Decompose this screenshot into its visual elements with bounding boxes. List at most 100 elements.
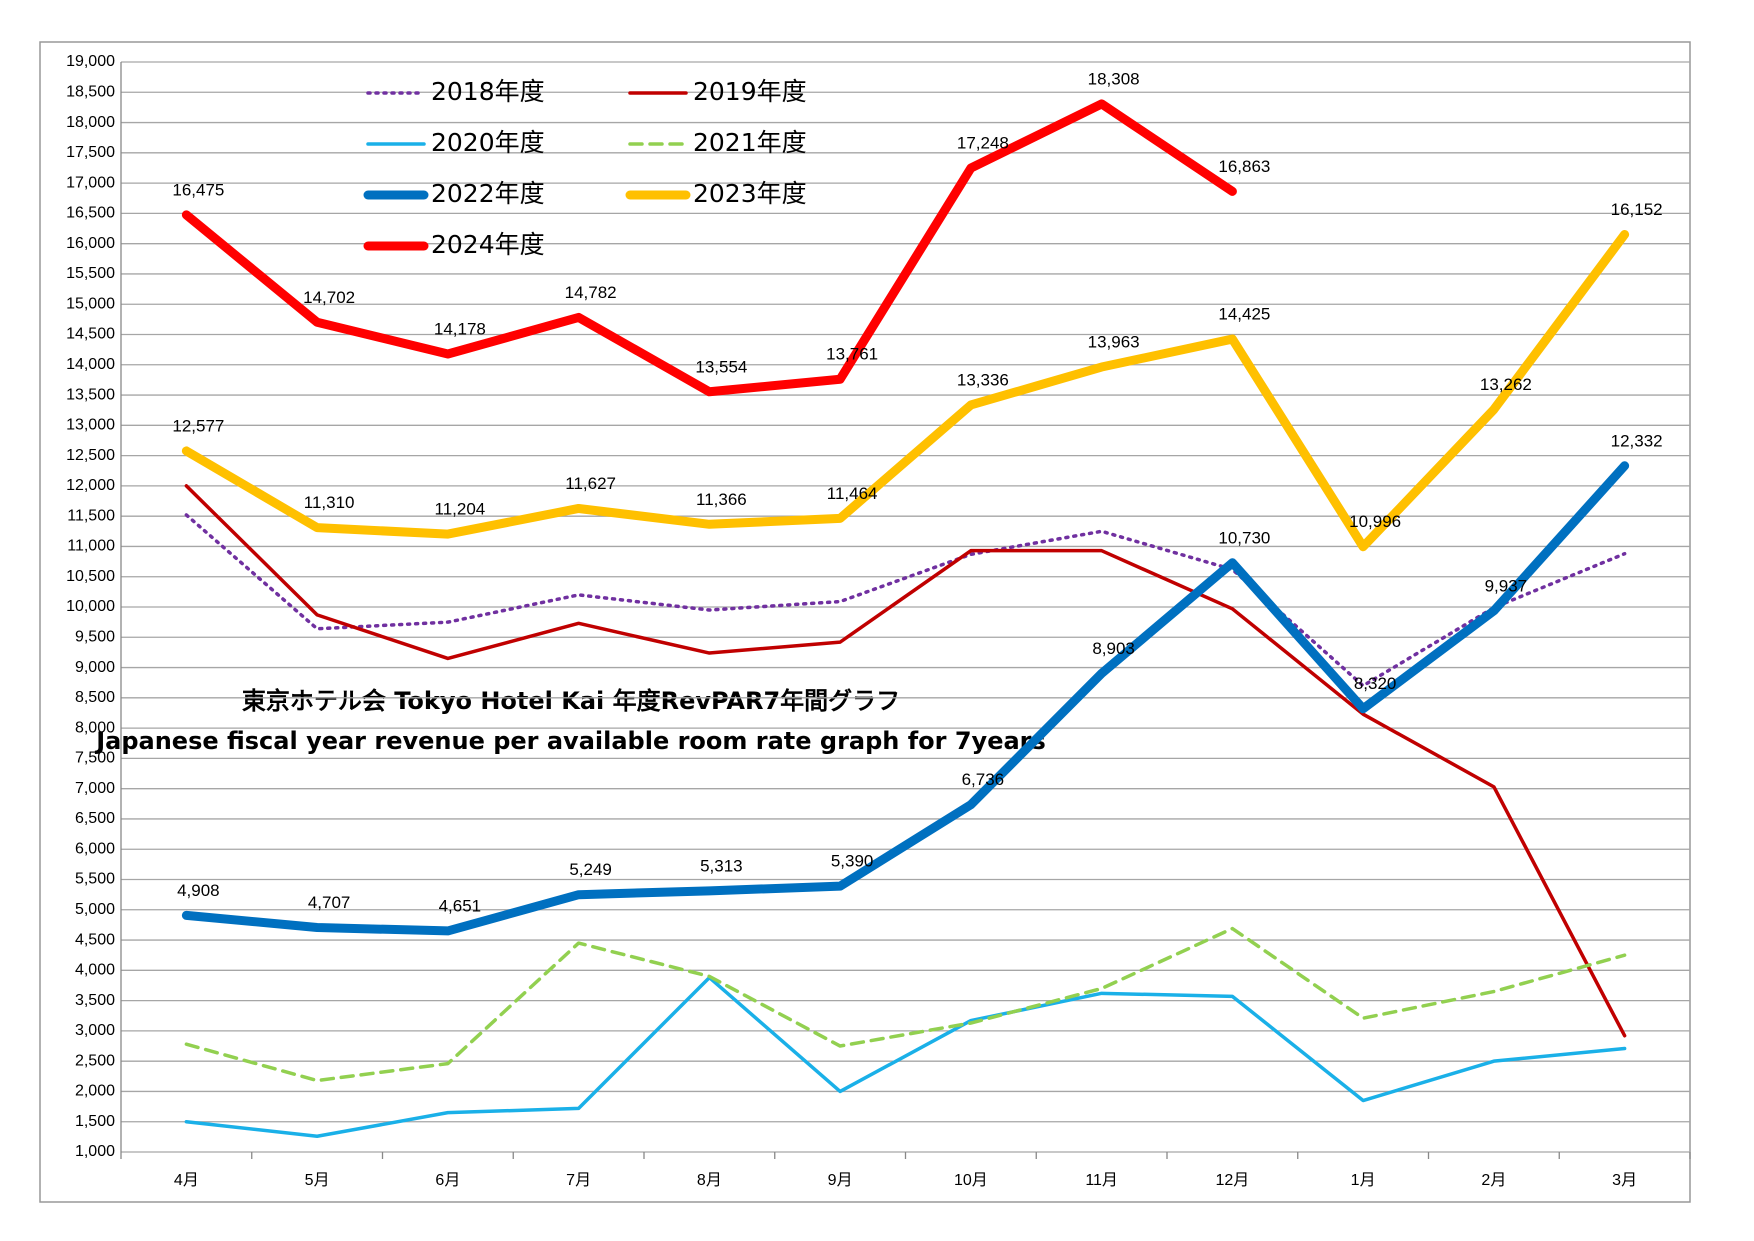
y-tick-label: 5,500 — [75, 871, 115, 888]
value-label: 14,425 — [1218, 305, 1270, 324]
y-tick-label: 18,000 — [66, 114, 115, 131]
value-label: 4,651 — [439, 896, 482, 915]
value-label: 11,366 — [696, 490, 747, 509]
value-label: 8,320 — [1354, 674, 1397, 693]
y-tick-label: 7,000 — [75, 780, 115, 797]
x-tick-label: 3月 — [1612, 1172, 1637, 1189]
value-label: 10,996 — [1349, 512, 1401, 531]
y-tick-label: 3,500 — [75, 992, 115, 1009]
series-line — [184, 975, 1627, 1139]
series-line — [184, 926, 1627, 1083]
y-tick-label: 12,000 — [66, 477, 115, 494]
value-label: 13,963 — [1088, 333, 1140, 352]
legend-label: 2022年度 — [431, 179, 545, 208]
value-label: 9,937 — [1485, 576, 1528, 595]
value-label: 14,782 — [565, 283, 617, 302]
series-line — [184, 513, 1627, 688]
value-label: 17,248 — [957, 134, 1009, 153]
x-tick-label: 6月 — [435, 1172, 460, 1189]
value-label: 11,627 — [565, 474, 616, 493]
y-tick-label: 1,000 — [75, 1143, 115, 1160]
y-tick-label: 19,000 — [66, 53, 115, 70]
value-label: 8,903 — [1092, 639, 1135, 658]
y-tick-label: 11,500 — [67, 507, 115, 524]
series-line — [181, 461, 1630, 936]
y-tick-label: 2,000 — [75, 1083, 115, 1100]
x-tick-label: 1月 — [1351, 1172, 1376, 1189]
value-label: 12,577 — [172, 416, 224, 435]
y-tick-label: 10,500 — [66, 568, 115, 585]
y-tick-label: 4,500 — [75, 931, 115, 948]
x-tick-label: 2月 — [1481, 1172, 1506, 1189]
y-tick-label: 5,000 — [75, 901, 115, 918]
value-label: 5,249 — [569, 860, 612, 879]
y-tick-label: 9,500 — [75, 628, 115, 645]
value-label: 13,554 — [695, 357, 747, 376]
y-tick-label: 14,500 — [66, 326, 115, 343]
value-label: 14,702 — [303, 288, 355, 307]
y-tick-label: 15,000 — [66, 295, 115, 312]
y-tick-label: 17,000 — [66, 174, 115, 191]
y-tick-label: 16,000 — [66, 235, 115, 252]
value-label: 4,707 — [308, 893, 351, 912]
chart-title: 東京ホテル会 Tokyo Hotel Kai 年度RevPAR7年間グラフ — [242, 687, 900, 715]
x-tick-label: 5月 — [305, 1172, 330, 1189]
y-tick-label: 8,000 — [75, 719, 115, 736]
y-tick-label: 2,500 — [75, 1052, 115, 1069]
value-label: 4,908 — [177, 881, 220, 900]
value-label: 11,464 — [827, 484, 878, 503]
chart-subtitle: Japanese fiscal year revenue per availab… — [94, 727, 1046, 755]
y-tick-label: 4,000 — [75, 962, 115, 979]
series-line — [181, 229, 1630, 552]
y-tick-label: 15,500 — [66, 265, 115, 282]
legend-label: 2024年度 — [431, 230, 545, 259]
value-label: 13,336 — [957, 370, 1009, 389]
series-line — [184, 484, 1627, 1038]
chart-frame — [39, 41, 1691, 1203]
y-tick-label: 13,000 — [66, 417, 115, 434]
y-tick-label: 1,500 — [75, 1113, 115, 1130]
y-tick-label: 11,000 — [67, 538, 115, 555]
value-label: 5,390 — [831, 852, 874, 871]
value-label: 12,332 — [1611, 431, 1663, 450]
value-label: 6,736 — [962, 770, 1005, 789]
value-label: 13,262 — [1480, 375, 1532, 394]
value-label: 16,863 — [1218, 157, 1270, 176]
y-tick-label: 6,000 — [75, 840, 115, 857]
value-label: 11,204 — [435, 500, 486, 519]
value-label: 16,152 — [1611, 200, 1663, 219]
legend-label: 2018年度 — [431, 77, 545, 106]
value-label: 18,308 — [1088, 69, 1140, 88]
y-tick-label: 12,500 — [66, 447, 115, 464]
x-tick-label: 4月 — [174, 1172, 199, 1189]
y-tick-label: 17,500 — [66, 144, 115, 161]
y-tick-label: 9,000 — [75, 659, 115, 676]
y-tick-label: 14,000 — [66, 356, 115, 373]
y-tick-label: 10,000 — [66, 598, 115, 615]
y-tick-label: 13,500 — [66, 386, 115, 403]
y-tick-label: 18,500 — [66, 83, 115, 100]
y-tick-label: 16,500 — [66, 205, 115, 222]
y-tick-label: 7,500 — [75, 750, 115, 767]
legend-label: 2020年度 — [431, 128, 545, 157]
x-tick-label: 7月 — [566, 1172, 591, 1189]
value-label: 16,475 — [172, 180, 224, 199]
value-label: 11,310 — [304, 493, 355, 512]
value-label: 5,313 — [700, 856, 743, 875]
x-tick-label: 12月 — [1215, 1172, 1249, 1189]
value-label: 14,178 — [434, 319, 486, 338]
x-tick-label: 9月 — [828, 1172, 853, 1189]
legend-label: 2019年度 — [693, 77, 807, 106]
legend-label: 2021年度 — [693, 128, 807, 157]
series-line — [181, 99, 1237, 397]
x-tick-label: 10月 — [954, 1172, 988, 1189]
value-label: 10,730 — [1218, 528, 1270, 547]
legend-label: 2023年度 — [693, 179, 807, 208]
x-tick-label: 11月 — [1085, 1172, 1118, 1189]
y-tick-label: 8,500 — [75, 689, 115, 706]
y-tick-label: 6,500 — [75, 810, 115, 827]
value-label: 13,761 — [826, 345, 878, 364]
x-tick-label: 8月 — [697, 1172, 722, 1189]
y-tick-label: 3,000 — [75, 1022, 115, 1039]
